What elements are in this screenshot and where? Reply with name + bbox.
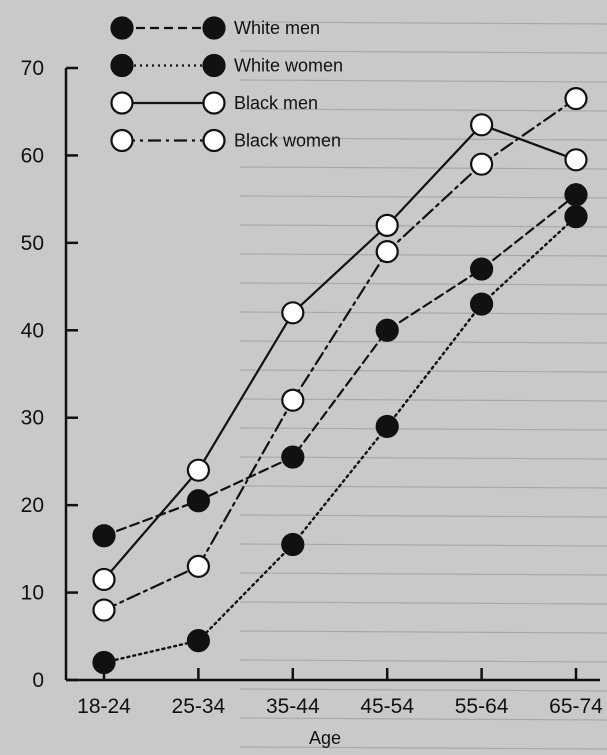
- legend: White men White women Black men Black women: [110, 16, 343, 153]
- background-line: [239, 224, 607, 228]
- data-point: [92, 567, 116, 592]
- background-line: [239, 514, 607, 518]
- background-line: [239, 108, 607, 112]
- background-line: [239, 572, 607, 576]
- data-point: [92, 598, 116, 622]
- legend-entry: Black men: [110, 91, 318, 115]
- y-tick-label: 50: [21, 232, 44, 255]
- data-point: [281, 388, 305, 412]
- background-line: [239, 282, 607, 286]
- x-tick-label: 35-44: [266, 695, 320, 718]
- x-axis-label: Age: [309, 728, 341, 748]
- data-point: [564, 205, 588, 229]
- series-line: [102, 193, 578, 537]
- series-white-women: [92, 205, 588, 675]
- legend-entry: Black women: [110, 128, 341, 153]
- legend-marker: [202, 128, 226, 153]
- data-point: [186, 458, 210, 482]
- legend-label: Black men: [234, 93, 318, 113]
- data-point: [470, 292, 494, 316]
- background-line: [239, 195, 607, 199]
- series-black-men: [92, 113, 588, 592]
- data-point: [470, 113, 494, 137]
- y-tick-label: 0: [32, 669, 44, 692]
- background-texture: [239, 21, 607, 750]
- y-tick-label: 40: [21, 319, 44, 342]
- background-line: [239, 137, 607, 141]
- background-line: [239, 601, 607, 605]
- y-tick-label: 30: [21, 407, 44, 430]
- legend-marker: [202, 53, 226, 78]
- legend-label: White women: [234, 56, 343, 76]
- x-tick-label: 18-24: [77, 695, 131, 718]
- legend-entry: White women: [110, 53, 343, 78]
- data-point: [564, 183, 588, 207]
- background-line: [239, 369, 607, 373]
- data-point: [92, 524, 116, 548]
- legend-marker: [110, 91, 134, 115]
- background-line: [239, 746, 607, 750]
- legend-marker: [110, 128, 134, 153]
- data-point: [375, 318, 399, 342]
- y-tick-label: 60: [21, 144, 44, 167]
- x-tick-label: 45-54: [360, 695, 414, 718]
- legend-marker: [202, 16, 226, 40]
- background-line: [239, 253, 607, 257]
- legend-marker: [110, 16, 134, 40]
- data-point: [186, 489, 210, 513]
- legend-label: White men: [234, 18, 320, 38]
- data-point: [375, 240, 399, 264]
- x-tick-label: 25-34: [172, 695, 226, 718]
- data-point: [186, 629, 210, 653]
- background-line: [239, 630, 607, 634]
- y-ticks: 0 10 20 30 40 50 60 70: [21, 57, 78, 692]
- y-tick-label: 10: [21, 582, 44, 605]
- series-line: [102, 215, 578, 664]
- background-line: [239, 50, 607, 54]
- data-point: [564, 86, 588, 111]
- data-point: [375, 414, 399, 439]
- legend-label: Black women: [234, 131, 341, 151]
- data-point: [281, 532, 305, 557]
- data-point: [470, 257, 494, 281]
- x-tick-label: 65-74: [549, 695, 603, 718]
- legend-marker: [202, 91, 226, 115]
- background-line: [239, 340, 607, 344]
- y-tick-label: 20: [21, 494, 44, 517]
- x-ticks: 18-24 25-34 35-44 45-54 55-64 65-74: [77, 668, 603, 718]
- series-line: [102, 97, 578, 612]
- legend-marker: [110, 53, 134, 78]
- legend-entry: White men: [110, 16, 320, 40]
- background-line: [239, 166, 607, 170]
- data-point: [564, 148, 588, 172]
- data-point: [281, 445, 305, 469]
- data-point: [470, 152, 494, 176]
- background-line: [239, 717, 607, 721]
- background-line: [239, 485, 607, 489]
- data-point: [375, 213, 399, 237]
- y-tick-label: 70: [21, 57, 44, 80]
- background-line: [239, 659, 607, 663]
- series-black-women: [92, 86, 588, 622]
- x-tick-label: 55-64: [455, 695, 509, 718]
- data-point: [92, 650, 116, 675]
- background-line: [239, 427, 607, 431]
- series-layer: [92, 86, 588, 675]
- data-point: [186, 554, 210, 578]
- data-point: [281, 301, 305, 325]
- background-line: [239, 21, 607, 25]
- series-line: [102, 123, 578, 581]
- background-line: [239, 79, 607, 83]
- background-line: [239, 688, 607, 692]
- series-white-men: [92, 183, 588, 548]
